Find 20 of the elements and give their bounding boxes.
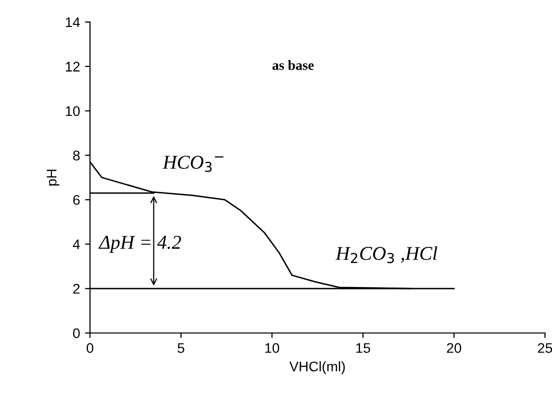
y-tick-label: 12 (66, 62, 80, 72)
y-tick-label: 4 (72, 240, 80, 250)
x-tick-label: 5 (178, 343, 184, 353)
annotation: ΔpH = 4.2 (98, 236, 181, 253)
x-tick-label: 20 (446, 343, 462, 353)
y-axis-title: pH (46, 170, 60, 186)
annotation: H$_{2}$CO$_{3}$ ,HCl (335, 246, 438, 264)
y-tick-label: 2 (73, 284, 80, 294)
y-tick-label: 10 (66, 106, 80, 116)
y-tick-label: 0 (73, 328, 80, 338)
x-tick-label: 10 (265, 343, 280, 353)
y-tick-label: 8 (73, 150, 80, 160)
x-tick-label: 25 (538, 343, 552, 353)
x-tick-label: 15 (356, 343, 370, 353)
annotation: HCO$_{3}$$^{−}$ (162, 156, 224, 172)
y-tick-label: 6 (73, 195, 80, 205)
y-tick-label: 14 (66, 17, 80, 28)
x-axis-title: VHCl(ml) (289, 361, 345, 374)
x-tick-label: 0 (86, 343, 94, 353)
annotation: as base (272, 60, 314, 70)
